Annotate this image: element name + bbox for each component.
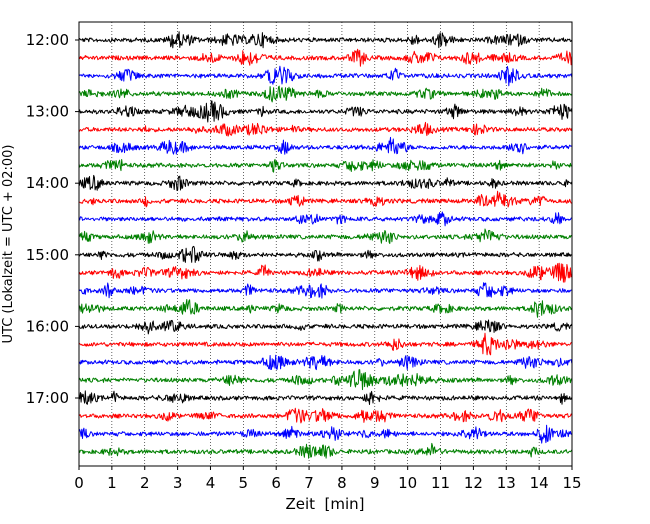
trace-1715	[78, 407, 573, 424]
x-axis: 0 1 2 3 4 5 6 7 8 9 10 11 12 13 14 15	[74, 466, 582, 492]
trace-1415	[78, 190, 572, 208]
x-tick-label: 14	[530, 474, 549, 492]
x-tick-label: 15	[562, 474, 581, 492]
trace-1545	[78, 299, 573, 318]
y-tick-label: 15:00	[26, 246, 69, 264]
x-tick-label: 10	[398, 474, 417, 492]
plot-frame	[78, 21, 573, 467]
trace-1230	[78, 65, 573, 87]
y-tick-label: 14:00	[26, 174, 69, 192]
x-tick-label: 8	[337, 474, 347, 492]
trace-1345	[78, 158, 572, 173]
trace-1245	[78, 85, 573, 103]
trace-layer	[78, 31, 573, 459]
x-tick-label: 7	[304, 474, 314, 492]
trace-1515	[78, 262, 573, 283]
trace-1730	[78, 424, 573, 444]
grid-layer	[111, 22, 540, 466]
trace-1500	[78, 245, 572, 263]
trace-1630	[78, 354, 573, 371]
x-tick-label: 12	[464, 474, 483, 492]
trace-1645	[78, 369, 573, 391]
x-tick-label: 1	[107, 474, 117, 492]
x-tick-label: 13	[497, 474, 516, 492]
x-tick-label: 6	[271, 474, 281, 492]
trace-1315	[78, 121, 573, 137]
x-tick-label: 2	[140, 474, 150, 492]
trace-1445	[78, 228, 573, 244]
x-tick-label: 4	[206, 474, 216, 492]
trace-1400	[78, 174, 573, 191]
x-axis-title: Zeit [min]	[285, 495, 364, 513]
trace-1700	[78, 390, 573, 405]
trace-1430	[78, 211, 572, 227]
trace-1200	[78, 31, 573, 49]
y-tick-label: 16:00	[26, 317, 69, 335]
x-tick-label: 9	[370, 474, 380, 492]
trace-1330	[78, 136, 572, 155]
trace-1600	[78, 319, 573, 335]
y-tick-label: 12:00	[26, 31, 69, 49]
x-tick-label: 11	[431, 474, 450, 492]
y-axis-title: UTC (Lokalzeit = UTC + 02:00)	[1, 145, 16, 344]
y-tick-label: 13:00	[26, 103, 69, 121]
trace-1300	[78, 100, 573, 123]
x-tick-label: 0	[74, 474, 84, 492]
trace-1530	[78, 282, 573, 299]
trace-1745	[78, 442, 573, 459]
x-tick-label: 3	[173, 474, 183, 492]
trace-1215	[78, 48, 573, 67]
y-tick-label: 17:00	[26, 389, 69, 407]
y-axis: 12:00 13:00 14:00 15:00 16:00 17:00	[26, 31, 79, 407]
trace-1615	[78, 332, 572, 356]
x-tick-label: 5	[239, 474, 249, 492]
